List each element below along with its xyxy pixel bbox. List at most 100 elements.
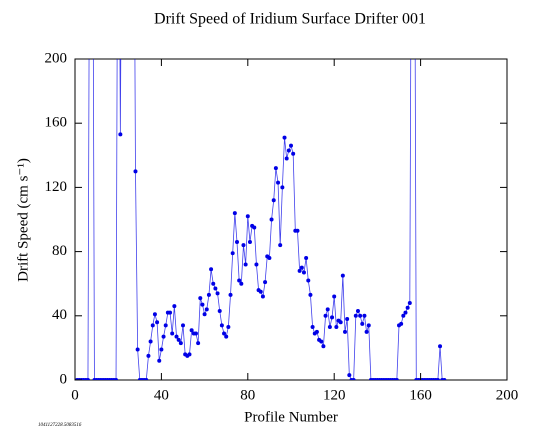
data-point xyxy=(144,378,149,380)
data-point xyxy=(146,353,151,358)
x-tick-label: 80 xyxy=(240,387,255,403)
data-point xyxy=(163,323,168,328)
data-point xyxy=(299,265,304,270)
data-point xyxy=(198,296,203,301)
data-point xyxy=(284,156,289,161)
data-point xyxy=(235,239,239,244)
data-point xyxy=(286,148,291,153)
data-point xyxy=(271,198,276,203)
data-point xyxy=(226,325,231,330)
x-tick-label: 120 xyxy=(323,387,346,403)
data-point xyxy=(200,302,205,307)
data-point xyxy=(114,378,119,380)
data-point xyxy=(211,281,216,286)
data-point xyxy=(159,347,164,352)
data-point xyxy=(442,378,447,380)
data-point xyxy=(196,341,201,346)
data-point xyxy=(321,344,326,349)
data-point xyxy=(278,243,283,248)
data-point xyxy=(187,352,192,357)
data-point xyxy=(394,378,399,380)
data-point xyxy=(155,320,160,325)
data-point xyxy=(295,228,300,233)
data-point xyxy=(407,300,412,305)
data-point xyxy=(204,307,209,312)
data-point xyxy=(217,308,222,313)
data-point xyxy=(176,337,181,342)
data-point xyxy=(232,211,237,216)
data-point xyxy=(319,339,324,344)
x-tick-label: 0 xyxy=(71,387,79,403)
data-point xyxy=(308,292,313,297)
data-point xyxy=(306,278,311,283)
y-tick-label: 200 xyxy=(45,50,68,66)
data-point xyxy=(276,180,281,185)
data-point xyxy=(215,291,220,296)
data-point xyxy=(174,334,179,339)
data-point xyxy=(362,313,367,318)
data-point xyxy=(161,334,166,339)
data-point xyxy=(401,313,406,318)
data-point xyxy=(301,270,306,275)
data-point xyxy=(213,286,218,291)
x-tick-label: 160 xyxy=(409,387,432,403)
plot-area xyxy=(75,59,447,380)
y-tick-label: 160 xyxy=(45,115,68,131)
data-point xyxy=(325,307,330,312)
data-point xyxy=(260,294,265,299)
data-point xyxy=(230,251,235,256)
data-point xyxy=(343,329,347,334)
data-point xyxy=(258,289,263,294)
data-point xyxy=(152,312,157,317)
data-point xyxy=(237,278,242,283)
data-line xyxy=(77,59,445,380)
data-point xyxy=(243,262,248,267)
x-axis-label: Profile Number xyxy=(244,409,338,425)
data-point xyxy=(228,292,233,297)
data-point xyxy=(202,312,207,317)
data-point xyxy=(403,310,408,315)
y-tick-label: 80 xyxy=(52,243,67,259)
data-point xyxy=(241,243,246,248)
data-point xyxy=(438,344,443,349)
data-point xyxy=(360,321,365,326)
data-point xyxy=(219,323,224,328)
data-point xyxy=(355,308,360,313)
data-point xyxy=(332,294,337,299)
data-point xyxy=(224,334,229,339)
data-point xyxy=(310,325,315,330)
data-point xyxy=(297,268,302,273)
data-point xyxy=(245,214,250,219)
data-point xyxy=(193,331,198,336)
data-point xyxy=(351,378,356,380)
data-point xyxy=(405,305,410,310)
data-point xyxy=(172,304,177,309)
data-point xyxy=(157,358,162,363)
data-point xyxy=(85,378,90,380)
data-point xyxy=(323,313,328,318)
data-point xyxy=(345,317,350,322)
data-point xyxy=(189,328,194,333)
x-tick-label: 200 xyxy=(496,387,519,403)
data-point xyxy=(366,323,371,328)
data-point xyxy=(347,373,352,378)
data-point xyxy=(181,323,185,328)
data-point xyxy=(222,331,227,336)
data-point xyxy=(358,313,363,318)
data-point xyxy=(353,313,358,318)
data-point xyxy=(239,281,244,286)
data-point xyxy=(269,217,274,222)
data-point xyxy=(330,315,335,320)
data-point xyxy=(263,280,268,285)
data-point xyxy=(304,256,309,261)
data-point xyxy=(252,225,257,230)
footnote: 1041127228.5083516 xyxy=(38,423,82,428)
data-point xyxy=(273,166,278,171)
data-point xyxy=(334,325,339,330)
data-point xyxy=(178,341,183,346)
data-point xyxy=(206,292,211,297)
data-point xyxy=(314,329,319,334)
data-point xyxy=(118,132,123,137)
chart-title: Drift Speed of Iridium Surface Drifter 0… xyxy=(154,11,426,28)
